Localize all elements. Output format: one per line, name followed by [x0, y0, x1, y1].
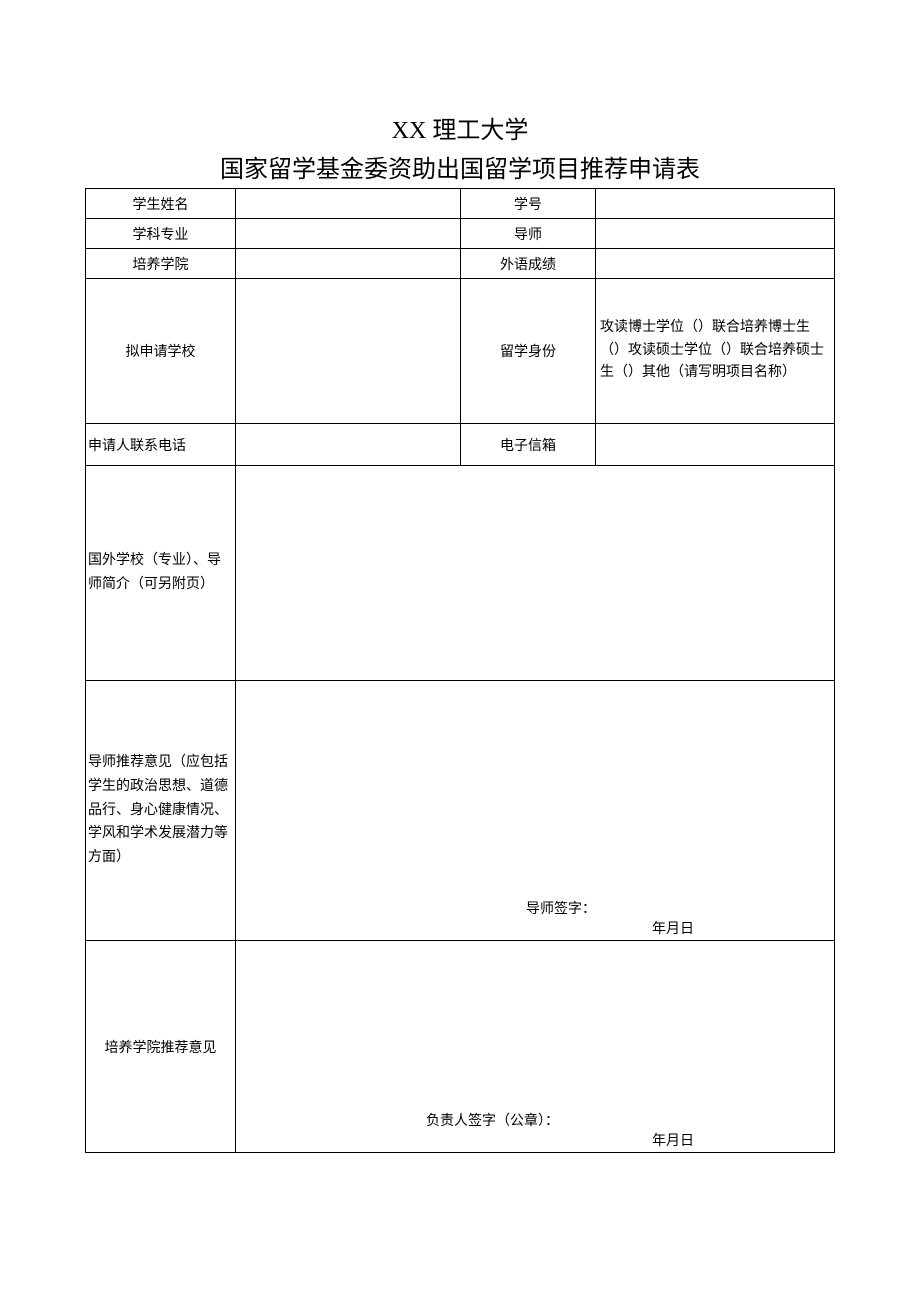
input-student-name[interactable] [236, 189, 461, 219]
input-language-score[interactable] [596, 249, 835, 279]
label-foreign-school-intro: 国外学校（专业）、导师简介（可另附页） [86, 466, 236, 681]
input-email[interactable] [596, 424, 835, 466]
label-study-identity: 留学身份 [461, 279, 596, 424]
advisor-signature-date: 年月日 [652, 918, 694, 938]
input-college-opinion[interactable]: 负责人签字（公章）： 年月日 [236, 941, 835, 1153]
label-student-name: 学生姓名 [86, 189, 236, 219]
input-major[interactable] [236, 219, 461, 249]
label-college: 培养学院 [86, 249, 236, 279]
input-foreign-school-intro[interactable] [236, 466, 835, 681]
label-language-score: 外语成绩 [461, 249, 596, 279]
input-student-id[interactable] [596, 189, 835, 219]
head-signature-label: 负责人签字（公章）： [426, 1110, 559, 1130]
label-email: 电子信箱 [461, 424, 596, 466]
input-advisor-opinion[interactable]: 导师签字： 年月日 [236, 681, 835, 941]
form-title-line1: XX 理工大学 [85, 110, 835, 145]
input-college[interactable] [236, 249, 461, 279]
label-applicant-phone: 申请人联系电话 [86, 424, 236, 466]
label-student-id: 学号 [461, 189, 596, 219]
label-apply-school: 拟申请学校 [86, 279, 236, 424]
label-advisor: 导师 [461, 219, 596, 249]
input-applicant-phone[interactable] [236, 424, 461, 466]
label-advisor-opinion: 导师推荐意见（应包括学生的政治思想、道德品行、身心健康情况、学风和学术发展潜力等… [86, 681, 236, 941]
input-advisor[interactable] [596, 219, 835, 249]
input-study-identity[interactable]: 攻读博士学位（）联合培养博士生（）攻读硕士学位（）联合培养硕士生（）其他（请写明… [596, 279, 835, 424]
label-major: 学科专业 [86, 219, 236, 249]
label-college-opinion: 培养学院推荐意见 [86, 941, 236, 1153]
application-form-table: 学生姓名 学号 学科专业 导师 培养学院 外语成绩 拟申请学校 留学身份 攻读博… [85, 188, 835, 1153]
advisor-signature-label: 导师签字： [526, 898, 596, 918]
form-title-line2: 国家留学基金委资助出国留学项目推荐申请表 [85, 149, 835, 184]
head-signature-date: 年月日 [652, 1130, 694, 1150]
input-apply-school[interactable] [236, 279, 461, 424]
